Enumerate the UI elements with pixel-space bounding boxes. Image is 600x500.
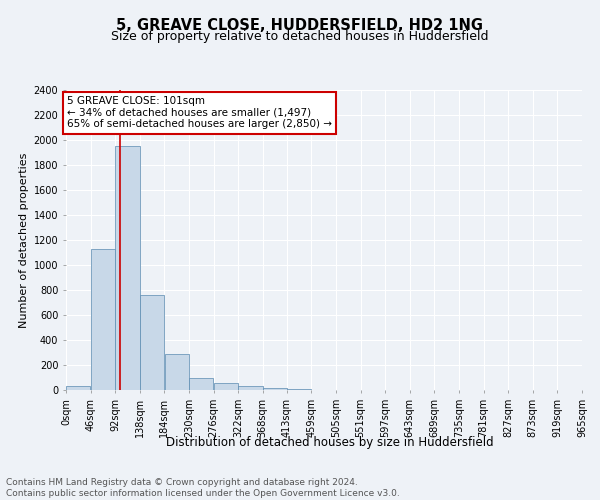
Bar <box>115 146 140 390</box>
Bar <box>189 378 214 390</box>
Text: 5, GREAVE CLOSE, HUDDERSFIELD, HD2 1NG: 5, GREAVE CLOSE, HUDDERSFIELD, HD2 1NG <box>116 18 484 32</box>
Text: Distribution of detached houses by size in Huddersfield: Distribution of detached houses by size … <box>166 436 494 449</box>
Bar <box>238 386 263 390</box>
Text: Contains HM Land Registry data © Crown copyright and database right 2024.
Contai: Contains HM Land Registry data © Crown c… <box>6 478 400 498</box>
Bar <box>91 248 115 390</box>
Bar <box>164 354 189 390</box>
Bar <box>214 383 238 390</box>
Text: Size of property relative to detached houses in Huddersfield: Size of property relative to detached ho… <box>111 30 489 43</box>
Bar <box>140 295 164 390</box>
Bar <box>66 386 91 390</box>
Bar <box>263 388 287 390</box>
Y-axis label: Number of detached properties: Number of detached properties <box>19 152 29 328</box>
Text: 5 GREAVE CLOSE: 101sqm
← 34% of detached houses are smaller (1,497)
65% of semi-: 5 GREAVE CLOSE: 101sqm ← 34% of detached… <box>67 96 332 130</box>
